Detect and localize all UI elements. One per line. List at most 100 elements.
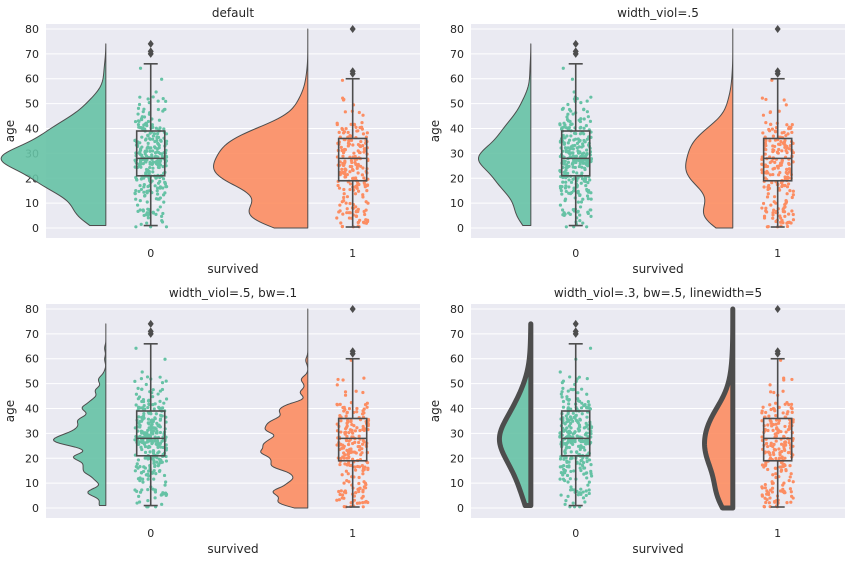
rain-point xyxy=(365,218,370,222)
rain-point xyxy=(566,430,571,434)
rain-point xyxy=(566,406,570,410)
rain-point xyxy=(562,467,566,472)
rain-point xyxy=(344,430,348,434)
rain-point xyxy=(785,192,789,196)
rain-point xyxy=(163,483,167,487)
rain-point xyxy=(341,151,346,155)
rain-point xyxy=(351,431,355,435)
rain-point xyxy=(783,424,787,429)
rain-point xyxy=(146,119,150,124)
rain-point xyxy=(148,165,152,170)
rain-point xyxy=(143,138,148,142)
rain-point xyxy=(160,381,165,385)
rain-point xyxy=(353,440,357,444)
rain-point xyxy=(149,438,154,442)
rain-point xyxy=(357,434,361,438)
rain-point xyxy=(361,488,365,492)
rain-point xyxy=(788,189,792,193)
rain-point xyxy=(768,496,772,500)
rain-point xyxy=(140,447,144,452)
violin-half-1 xyxy=(260,308,309,509)
rain-point xyxy=(362,467,366,472)
rain-point xyxy=(134,392,139,396)
rain-point xyxy=(340,78,345,82)
rain-point xyxy=(584,471,588,475)
rain-point xyxy=(345,456,349,460)
rain-point xyxy=(337,130,341,134)
rain-point xyxy=(562,121,566,125)
rain-point xyxy=(780,455,784,459)
rain-point xyxy=(561,66,565,70)
rain-point xyxy=(160,154,164,159)
violin-half-1 xyxy=(702,306,736,511)
rain-point xyxy=(341,96,345,100)
rain-point xyxy=(158,425,162,429)
rain-point xyxy=(347,216,352,220)
rain-point xyxy=(765,171,769,175)
rain-point xyxy=(567,107,572,112)
rain-point xyxy=(152,459,156,463)
rain-point xyxy=(146,488,150,492)
rain-point xyxy=(345,421,349,425)
rain-point xyxy=(161,164,165,169)
rain-point xyxy=(772,200,776,204)
rain-point xyxy=(164,397,169,401)
rain-point xyxy=(152,477,156,481)
rain-point xyxy=(567,397,571,402)
y-tick-label: 30 xyxy=(450,427,464,440)
rain-point xyxy=(157,444,161,448)
y-tick-label: 60 xyxy=(450,353,464,366)
rain-point xyxy=(158,399,162,403)
rain-point xyxy=(558,477,562,481)
x-axis-label: survived xyxy=(207,542,258,556)
rain-point xyxy=(151,160,155,164)
rain-point xyxy=(142,411,146,416)
rain-point xyxy=(769,122,773,126)
rain-point xyxy=(360,463,364,468)
rain-point xyxy=(589,208,593,212)
y-tick-label: 40 xyxy=(450,123,464,136)
rain-point xyxy=(782,481,786,485)
rain-point xyxy=(138,490,143,494)
rain-point xyxy=(789,500,793,504)
rain-point xyxy=(136,477,141,481)
rain-point xyxy=(353,192,358,196)
rain-point xyxy=(571,411,575,415)
rain-point xyxy=(589,463,593,467)
rain-point xyxy=(589,469,593,473)
rain-point xyxy=(777,421,781,425)
rain-point xyxy=(561,180,565,184)
rain-point xyxy=(133,158,137,162)
rain-point xyxy=(560,185,564,189)
rain-point xyxy=(562,141,566,145)
rain-point xyxy=(578,399,582,403)
rain-point xyxy=(573,143,577,148)
rain-point xyxy=(585,148,589,152)
rain-point xyxy=(577,145,581,149)
rain-point xyxy=(773,500,777,504)
rain-point xyxy=(342,187,346,192)
rain-point xyxy=(791,496,795,500)
rain-point xyxy=(783,183,787,188)
rain-point xyxy=(151,210,155,214)
rain-point xyxy=(579,468,583,473)
rain-point xyxy=(358,444,362,449)
rain-point xyxy=(157,165,161,170)
rain-point xyxy=(791,189,795,193)
rain-point xyxy=(783,138,787,142)
rain-point xyxy=(767,414,771,418)
rain-point xyxy=(158,430,163,435)
rain-point xyxy=(772,166,777,170)
rain-point xyxy=(164,446,168,450)
rain-point xyxy=(339,419,343,423)
rain-point xyxy=(361,472,365,476)
y-tick-label: 40 xyxy=(25,403,39,416)
rain-point xyxy=(771,428,775,432)
panel-title: width_viol=.3, bw=.5, linewidth=5 xyxy=(554,286,762,300)
rain-point xyxy=(148,450,152,454)
rain-point xyxy=(582,107,586,111)
rain-point xyxy=(149,420,153,424)
rain-point xyxy=(760,419,764,423)
rain-point xyxy=(585,137,589,141)
